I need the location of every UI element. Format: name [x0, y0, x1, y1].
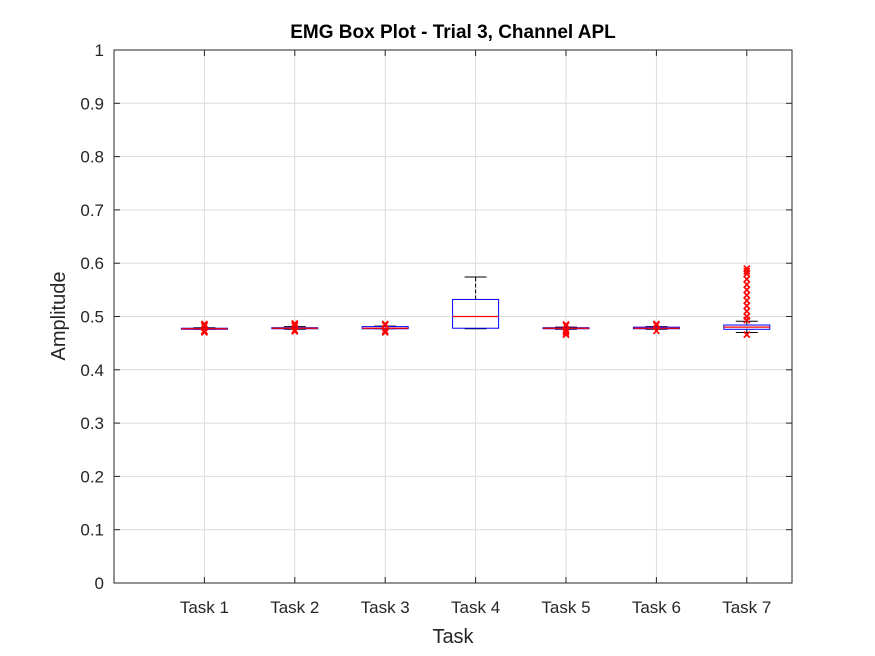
box-group — [723, 264, 771, 339]
outlier-point — [743, 302, 751, 310]
y-tick-label: 0.5 — [80, 308, 104, 327]
x-axis-label: Task — [432, 626, 474, 648]
y-tick-label: 0.6 — [80, 254, 104, 273]
x-tick-label: Task 7 — [722, 598, 771, 617]
chart-title: EMG Box Plot - Trial 3, Channel APL — [290, 22, 616, 43]
box-group — [271, 319, 319, 335]
y-tick-label: 0 — [95, 574, 104, 593]
y-axis-label: Amplitude — [48, 272, 70, 361]
outlier-point — [562, 328, 570, 337]
y-tick-label: 0.3 — [80, 414, 104, 433]
box-group — [180, 320, 228, 337]
y-tick-label: 0.2 — [80, 467, 104, 486]
outlier-point — [562, 327, 570, 335]
y-tick-label: 0.9 — [80, 94, 104, 113]
x-tick-label: Task 4 — [451, 598, 500, 617]
outlier-point — [743, 331, 751, 339]
x-tick-label: Task 5 — [541, 598, 590, 617]
outlier-point — [743, 291, 751, 299]
box-group — [632, 320, 680, 335]
outlier-point — [743, 296, 751, 305]
outlier-point — [743, 312, 751, 321]
outlier-point — [743, 286, 751, 294]
outlier-point — [743, 280, 751, 289]
axes: 0 0.1 0.2 0.3 0.4 0.5 0.6 0.7 0.8 0.9 1 Task 1 Task … — [80, 41, 793, 617]
x-tick-label: Task 2 — [270, 598, 319, 617]
outlier-point — [200, 320, 208, 328]
box-group — [452, 276, 500, 330]
box-group — [361, 320, 409, 337]
outlier-point — [562, 320, 570, 329]
outlier-point — [652, 320, 660, 328]
y-tick-label: 0.8 — [80, 148, 104, 167]
outlier-point — [743, 275, 751, 283]
outlier-point — [381, 328, 389, 337]
outlier-point — [743, 267, 751, 275]
iqr-box — [452, 298, 500, 329]
box-group — [542, 320, 590, 339]
outlier-point — [381, 320, 389, 328]
outlier-point — [743, 264, 751, 273]
x-tick-label: Task 6 — [632, 598, 681, 617]
outlier-point — [652, 327, 660, 335]
y-tick-label: 0.1 — [80, 521, 104, 540]
y-tick-label: 0.4 — [80, 361, 104, 380]
plot-area — [180, 264, 771, 339]
y-tick-label: 0.7 — [80, 201, 104, 220]
outlier-point — [743, 307, 751, 315]
outlier-point — [743, 270, 751, 278]
outlier-point — [291, 319, 299, 327]
outlier-point — [381, 327, 389, 335]
x-tick-label: Task 3 — [361, 598, 410, 617]
y-tick-label: 1 — [95, 41, 104, 60]
x-tick-label: Task 1 — [180, 598, 229, 617]
